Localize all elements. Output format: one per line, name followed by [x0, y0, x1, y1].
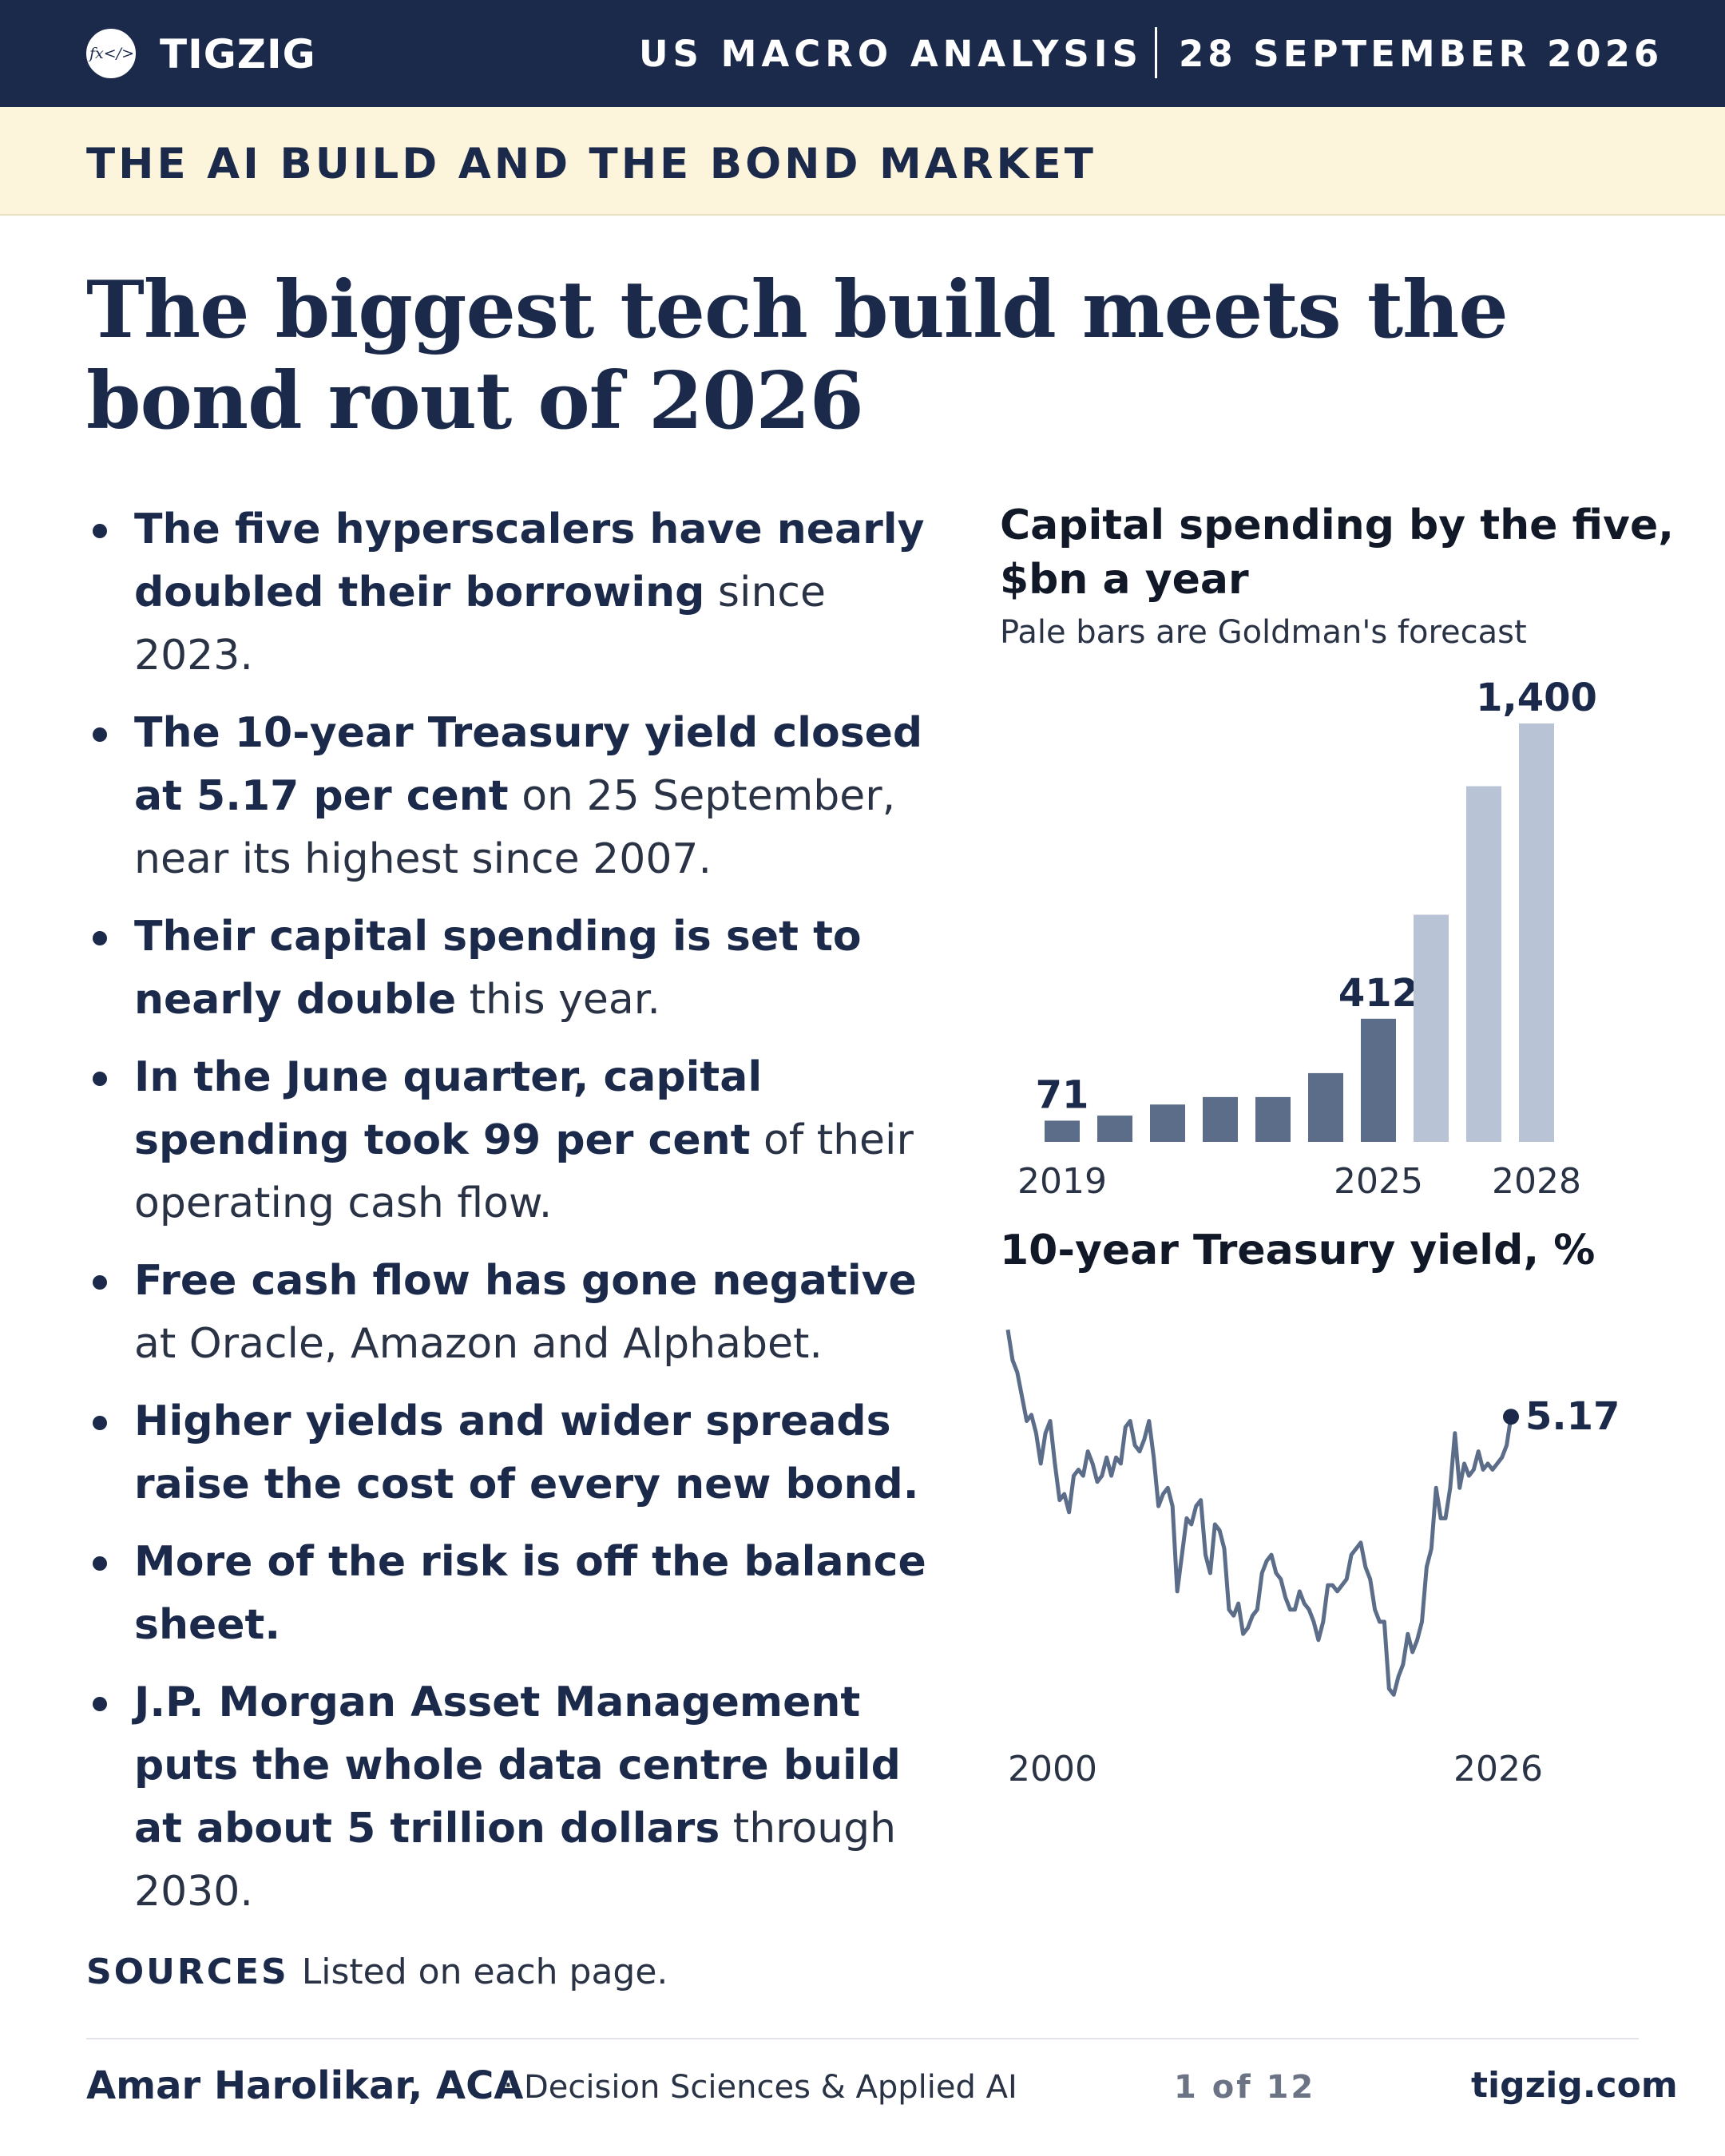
key-point: Their capital spending is set to nearly … [86, 906, 949, 1032]
brand-name: TIGZIG [160, 31, 316, 77]
top-bar: fx</> TIGZIG US MACRO ANALYSIS 28 SEPTEM… [0, 0, 1725, 107]
forecast-bar [1519, 723, 1554, 1142]
kicker: THE AI BUILD AND THE BOND MARKET [86, 140, 1096, 188]
actual-bar [1203, 1096, 1238, 1142]
bar-data-label: 71 [1036, 1072, 1089, 1117]
yield-chart-title: 10-year Treasury yield, % [1000, 1227, 1596, 1274]
capex-title-line-1: Capital spending by the five, [1000, 501, 1674, 549]
key-point-text: on 25 September, near its highest since … [134, 772, 896, 883]
site-link[interactable]: tigzig.com [1471, 2065, 1678, 2106]
key-point-bold: More of the risk is off the balance shee… [134, 1538, 926, 1649]
x-tick-label: 2028 [1492, 1161, 1581, 1202]
x-tick-label: 2019 [1017, 1161, 1107, 1202]
actual-bar [1150, 1104, 1185, 1142]
key-point-bold: In the June quarter, capital spending to… [134, 1053, 763, 1164]
capex-chart-subtitle: Pale bars are Goldman's forecast [1000, 614, 1527, 651]
headline-line-2: bond rout of 2026 [86, 355, 864, 447]
key-point-bold: Higher yields and wider spreads raise th… [134, 1397, 919, 1508]
yield-end-label: 5.17 [1525, 1394, 1620, 1439]
capex-chart-title: Capital spending by the five, $bn a year [1000, 498, 1674, 607]
key-point-text: since 2023. [134, 569, 826, 680]
forecast-bar [1414, 914, 1449, 1142]
sources-text: Listed on each page. [301, 1952, 668, 1992]
footer-rule [86, 2038, 1639, 2039]
key-point-text: this year. [456, 976, 660, 1024]
actual-bar [1097, 1116, 1132, 1142]
yield-line [1005, 1329, 1513, 1697]
key-point-text: at Oracle, Amazon and Alphabet. [134, 1320, 823, 1368]
key-point-bold: Free cash flow has gone negative [134, 1257, 917, 1305]
headline: The biggest tech build meets the bond ro… [86, 265, 1604, 447]
author-name: Amar Harolikar, ACA [86, 2063, 524, 2108]
key-point-text: of their operating cash flow. [134, 1116, 914, 1227]
headline-line-1: The biggest tech build meets the [86, 264, 1509, 356]
actual-bar [1308, 1072, 1343, 1142]
logo-icon: fx</> [86, 29, 136, 78]
section-tag: US MACRO ANALYSIS [639, 33, 1143, 75]
key-points-list: The five hyperscalers have nearly double… [86, 498, 949, 1938]
key-point: Free cash flow has gone negative at Orac… [86, 1250, 949, 1376]
issue-date: 28 SEPTEMBER 2026 [1179, 33, 1664, 75]
key-point: More of the risk is off the balance shee… [86, 1531, 949, 1657]
x-tick-label: 2025 [1334, 1161, 1423, 1202]
bar-data-label: 412 [1338, 971, 1418, 1016]
key-point-text: through 2030. [134, 1805, 897, 1916]
page-indicator: 1 of 12 [1174, 2069, 1316, 2106]
footer-separator: · [503, 2067, 514, 2104]
key-point: Higher yields and wider spreads raise th… [86, 1390, 949, 1516]
key-point: J.P. Morgan Asset Management puts the wh… [86, 1671, 949, 1924]
author-role: Decision Sciences & Applied AI [524, 2069, 1017, 2106]
actual-bar [1361, 1018, 1396, 1142]
x-tick-label: 2000 [1008, 1749, 1097, 1789]
actual-bar [1045, 1120, 1080, 1142]
key-point: The 10-year Treasury yield closed at 5.1… [86, 702, 949, 891]
x-tick-label: 2026 [1453, 1749, 1543, 1789]
header-divider [1155, 27, 1157, 78]
actual-bar [1255, 1096, 1291, 1142]
key-point-bold: The five hyperscalers have nearly double… [134, 505, 925, 616]
sources-label: SOURCES [86, 1952, 289, 1992]
sources-note: SOURCES Listed on each page. [86, 1948, 668, 1996]
key-point-bold: The 10-year Treasury yield closed at 5.1… [134, 709, 923, 820]
key-point: In the June quarter, capital spending to… [86, 1046, 949, 1235]
key-point-bold: Their capital spending is set to nearly … [134, 913, 862, 1024]
yield-end-point [1503, 1409, 1519, 1425]
kicker-band: THE AI BUILD AND THE BOND MARKET [0, 107, 1725, 216]
key-point-bold: J.P. Morgan Asset Management puts the wh… [134, 1678, 901, 1853]
capex-title-line-2: $bn a year [1000, 556, 1249, 604]
bar-data-label: 1,400 [1476, 676, 1597, 720]
key-point: The five hyperscalers have nearly double… [86, 498, 949, 688]
forecast-bar [1466, 786, 1501, 1142]
